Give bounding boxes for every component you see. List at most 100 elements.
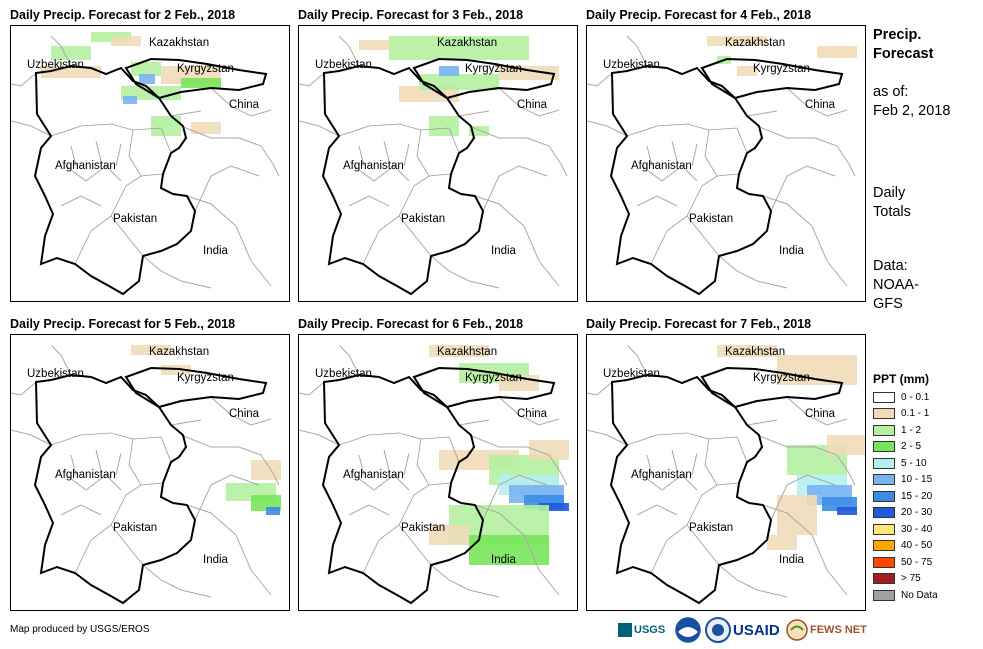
border-line bbox=[468, 434, 568, 486]
country-label-uzbekistan: Uzbekistan bbox=[315, 59, 372, 71]
precip-area bbox=[181, 78, 221, 88]
border-line bbox=[498, 87, 560, 117]
border-line bbox=[770, 474, 836, 521]
kyrgyzstan-boundary bbox=[700, 57, 844, 100]
fewsnet-logo-text: FEWS NET bbox=[810, 624, 867, 636]
border-line bbox=[353, 165, 410, 182]
country-label-kazakhstan: Kazakhstan bbox=[149, 346, 210, 358]
map-credit: Map produced by USGS/EROS bbox=[10, 624, 150, 635]
map-panel-3: Kazakhstan Uzbekistan Kyrgyzstan China Afgha… bbox=[586, 25, 866, 302]
border-line bbox=[718, 255, 788, 289]
border-line bbox=[11, 381, 37, 396]
precip-area bbox=[707, 36, 767, 46]
precip-area bbox=[767, 535, 797, 550]
kyrgyzstan-boundary bbox=[412, 57, 556, 100]
legend-label: 2 - 5 bbox=[901, 441, 922, 452]
precip-area bbox=[429, 116, 459, 136]
precip-area bbox=[817, 46, 857, 58]
region-boundary bbox=[609, 373, 773, 605]
legend-swatch bbox=[873, 490, 895, 502]
noaa-emblem-icon bbox=[675, 617, 701, 643]
border-line bbox=[756, 434, 856, 486]
country-label-china: China bbox=[517, 408, 548, 420]
border-line bbox=[641, 474, 698, 491]
data-line2: NOAA- bbox=[873, 277, 919, 293]
country-label-pakistan: Pakistan bbox=[401, 213, 446, 225]
country-label-china: China bbox=[517, 99, 548, 111]
precip-area bbox=[111, 36, 141, 46]
country-label-afghanistan: Afghanistan bbox=[343, 469, 404, 481]
legend-label: > 75 bbox=[901, 573, 921, 584]
legend-item: 15 - 20 bbox=[873, 489, 932, 503]
precip-area bbox=[131, 345, 171, 355]
border-line bbox=[636, 504, 678, 516]
legend-swatch bbox=[873, 573, 895, 584]
panel-title-6: Daily Precip. Forecast for 7 Feb., 2018 bbox=[586, 317, 812, 331]
province-line bbox=[398, 215, 432, 257]
precip-area bbox=[469, 535, 549, 565]
border-line bbox=[746, 110, 778, 117]
panel-title-4: Daily Precip. Forecast for 5 Feb., 2018 bbox=[10, 317, 236, 331]
border-line bbox=[210, 87, 272, 117]
province-line bbox=[416, 129, 452, 177]
border-line bbox=[299, 120, 340, 137]
border-line bbox=[299, 381, 325, 396]
country-label-india: India bbox=[779, 554, 804, 566]
legend-swatch bbox=[873, 424, 895, 436]
legend-item: 2 - 5 bbox=[873, 440, 921, 454]
border-line bbox=[746, 419, 778, 426]
kyrgyzstan-boundary bbox=[412, 366, 556, 409]
border-line bbox=[186, 195, 272, 287]
noaa-logo bbox=[675, 616, 701, 644]
border-line bbox=[587, 72, 613, 87]
border-line bbox=[718, 564, 788, 598]
border-line bbox=[587, 429, 628, 446]
country-label-china: China bbox=[805, 408, 836, 420]
precip-area bbox=[131, 62, 161, 76]
legend-swatch bbox=[873, 589, 895, 601]
province-line bbox=[110, 215, 144, 257]
border-line bbox=[498, 396, 560, 426]
country-label-kazakhstan: Kazakhstan bbox=[149, 37, 210, 49]
border-line bbox=[180, 125, 280, 177]
side-title-line1: Precip. bbox=[873, 27, 922, 43]
province-line bbox=[128, 438, 164, 486]
border-line bbox=[468, 125, 568, 177]
precip-area bbox=[717, 345, 777, 357]
precip-area bbox=[827, 435, 865, 455]
border-line bbox=[65, 165, 122, 182]
border-line bbox=[142, 255, 212, 289]
fewsnet-globe-icon bbox=[786, 619, 808, 641]
country-label-china: China bbox=[229, 408, 260, 420]
border-line bbox=[626, 344, 648, 376]
usaid-logo: USAID bbox=[733, 616, 780, 644]
legend-item: 0 - 0.1 bbox=[873, 390, 929, 404]
map-panel-5: Kazakhstan Uzbekistan Kyrgyzstan China Afgha… bbox=[298, 334, 578, 611]
legend-label: 30 - 40 bbox=[901, 523, 933, 535]
border-line bbox=[482, 165, 548, 212]
country-label-uzbekistan: Uzbekistan bbox=[603, 59, 660, 71]
legend-label: 5 - 10 bbox=[901, 457, 927, 469]
country-label-india: India bbox=[779, 245, 804, 257]
legend-label: 10 - 15 bbox=[901, 474, 933, 485]
legend-item: 30 - 40 bbox=[873, 522, 932, 536]
border-line bbox=[70, 140, 122, 167]
province-line bbox=[704, 129, 740, 177]
border-line bbox=[60, 195, 102, 207]
legend-label: 1 - 2 bbox=[901, 424, 922, 436]
side-title-line2: Forecast bbox=[873, 46, 934, 62]
country-label-india: India bbox=[203, 245, 228, 257]
border-line bbox=[786, 87, 848, 117]
country-label-kazakhstan: Kazakhstan bbox=[725, 37, 786, 49]
precip-area bbox=[777, 495, 817, 535]
border-line bbox=[626, 35, 648, 67]
legend-label: 20 - 30 bbox=[901, 507, 933, 518]
usgs-mark-icon bbox=[618, 623, 632, 637]
province-line bbox=[110, 524, 144, 566]
border-line bbox=[338, 344, 360, 376]
data-line1: Data: bbox=[873, 258, 908, 274]
legend-item: 5 - 10 bbox=[873, 456, 927, 470]
map-panel-1: Kazakhstan Uzbekistan Kyrgyzstan China Afgha… bbox=[10, 25, 290, 302]
border-line bbox=[770, 165, 836, 212]
legend-item: 1 - 2 bbox=[873, 423, 921, 437]
